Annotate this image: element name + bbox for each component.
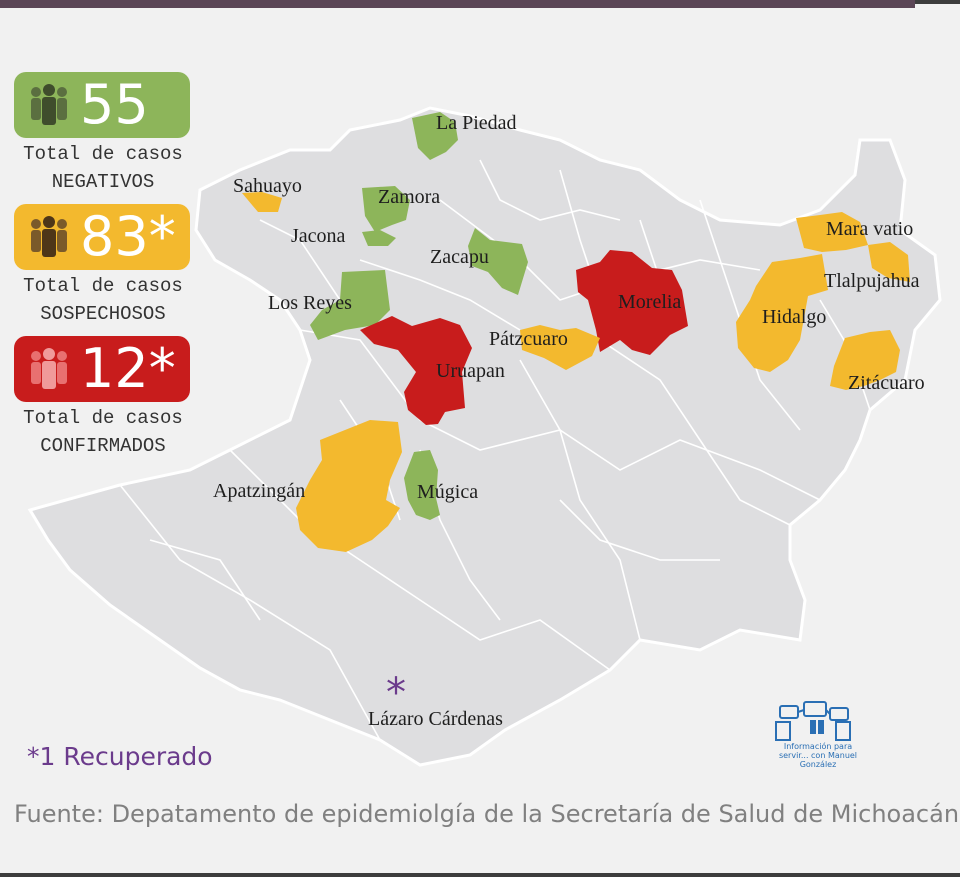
people-icon xyxy=(31,348,67,389)
municipality-zitacuaro xyxy=(830,330,900,390)
source-credit: Fuente: Depatamento de epidemiolgía de l… xyxy=(14,800,960,828)
recovered-footnote: *1 Recuperado xyxy=(27,742,213,771)
confirmed-caption-line2: CONFIRMADOS xyxy=(40,435,166,457)
bottom-bar xyxy=(0,873,960,877)
label-patzcuaro: Pátzcuaro xyxy=(489,328,568,350)
confirmed-badge: 12* xyxy=(14,336,190,402)
label-sahuayo: Sahuayo xyxy=(233,175,302,197)
watermark: Información para servir... con Manuel Go… xyxy=(770,700,862,782)
municipality-la-piedad xyxy=(412,112,458,160)
municipality-maravatio xyxy=(796,212,868,252)
label-morelia: Morelia xyxy=(618,291,682,313)
label-jacona: Jacona xyxy=(291,225,346,247)
state-outline xyxy=(27,106,942,767)
label-zamora: Zamora xyxy=(378,186,441,208)
label-tlalpujahua: Tlalpujahua xyxy=(824,270,920,292)
suspected-count: 83* xyxy=(80,205,176,268)
negative-count: 55 xyxy=(80,73,149,136)
municipality-hidalgo xyxy=(736,254,828,372)
label-zitacuaro: Zitácuaro xyxy=(848,372,925,394)
municipality-apatzingan xyxy=(296,420,402,552)
recovered-marker: * xyxy=(386,670,406,716)
municipality-jacona xyxy=(362,230,396,246)
municipality-tlalpujahua xyxy=(868,242,910,282)
suspected-caption-line1: Total de casos xyxy=(23,275,183,297)
suspected-caption-line2: SOSPECHOSOS xyxy=(40,303,166,325)
label-apatzingan: Apatzingán xyxy=(213,480,306,502)
label-uruapan: Uruapan xyxy=(436,360,505,382)
suspected-badge: 83* xyxy=(14,204,190,270)
top-bar-right xyxy=(915,0,960,4)
label-mugica: Múgica xyxy=(417,481,479,503)
confirmed-count: 12* xyxy=(80,337,176,400)
negative-caption-line1: Total de casos xyxy=(23,143,183,165)
label-los-reyes: Los Reyes xyxy=(268,292,352,314)
top-bar xyxy=(0,0,915,8)
label-lazaro-cardenas: Lázaro Cárdenas xyxy=(368,708,503,730)
municipality-sahuayo xyxy=(242,192,282,212)
municipality-uruapan xyxy=(360,316,472,425)
label-maravatio: Mara vatio xyxy=(826,218,914,240)
watermark-text: Información para servir... con Manuel Go… xyxy=(778,742,858,769)
municipality-patzcuaro xyxy=(520,325,600,370)
confirmed-caption-line1: Total de casos xyxy=(23,407,183,429)
negative-caption-line2: NEGATIVOS xyxy=(51,171,155,193)
label-zacapu: Zacapu xyxy=(430,246,489,268)
municipality-morelia xyxy=(576,250,688,355)
municipality-zamora xyxy=(362,186,410,232)
hands-logo-icon xyxy=(775,701,851,741)
municipality-los-reyes xyxy=(310,270,390,340)
people-icon xyxy=(31,84,67,125)
people-icon xyxy=(31,216,67,257)
label-la-piedad: La Piedad xyxy=(436,112,517,134)
municipality-mugica xyxy=(404,450,440,520)
municipality-zacapu xyxy=(468,228,528,295)
label-hidalgo: Hidalgo xyxy=(762,306,827,328)
negative-badge: 55 xyxy=(14,72,190,138)
